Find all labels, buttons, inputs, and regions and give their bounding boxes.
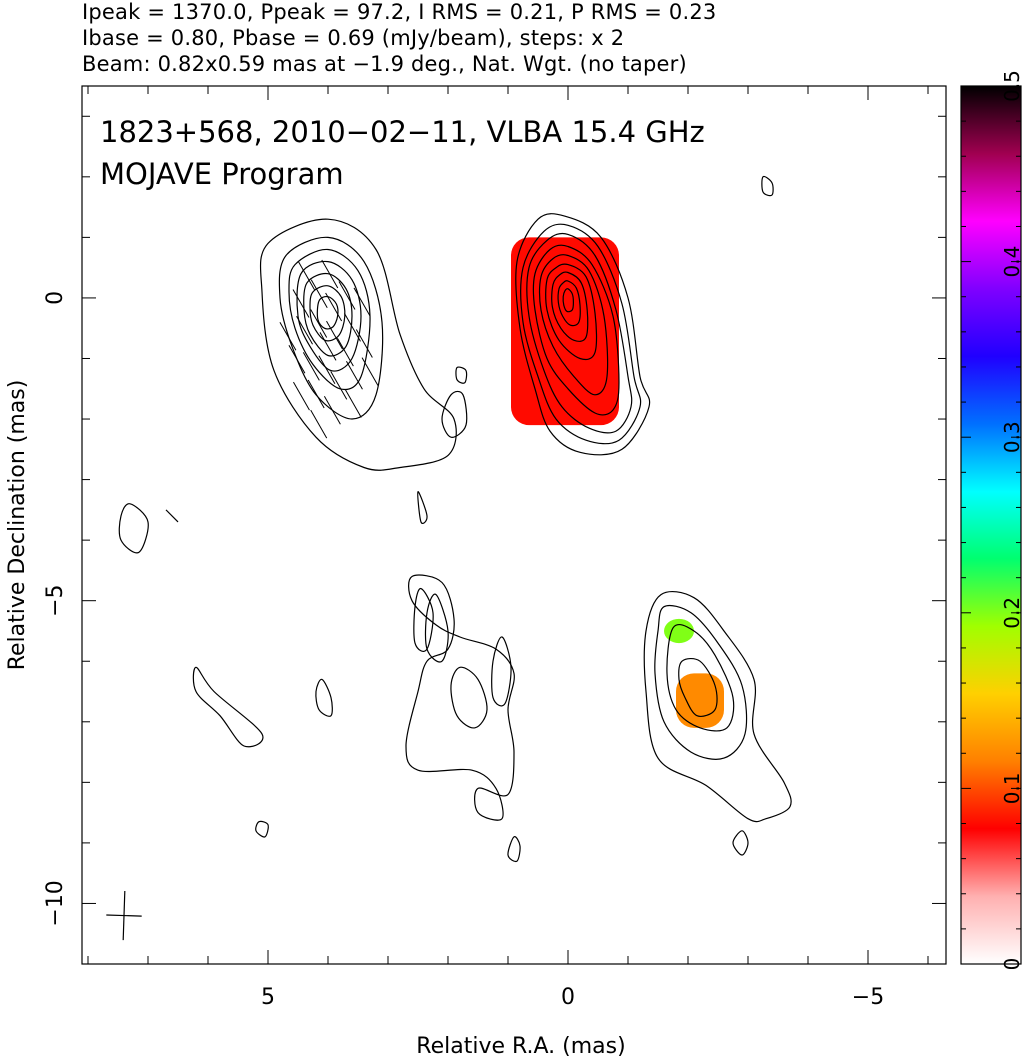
evpa-tick: [298, 261, 315, 290]
evpa-tick: [302, 352, 320, 381]
stokes-i-contour-17: [315, 678, 333, 717]
stokes-i-contour-7: [441, 390, 468, 438]
y-tick-label: 0: [43, 291, 68, 305]
polarization-contour-9: [761, 175, 774, 197]
polarization-contour-11: [654, 604, 748, 760]
polarized-region-0: [511, 237, 619, 426]
evpa-tick: [292, 289, 310, 318]
stokes-i-contour-1: [278, 236, 384, 420]
polarization-contour-4: [538, 254, 609, 396]
polarization-contour-1: [520, 223, 642, 445]
stokes-i-contour-5: [309, 285, 346, 342]
polarized-region-1: [676, 673, 724, 728]
stokes-i-contour-16: [192, 666, 264, 748]
evpa-tick: [325, 292, 343, 322]
polarization-contour-2: [526, 232, 633, 434]
polarization-contour-8: [562, 288, 575, 313]
polarization-contour-0: [515, 213, 651, 456]
y-axis-label: Relative Declination (mas): [5, 380, 30, 671]
evpa-tick: [344, 313, 361, 342]
stokes-i-contour-8: [455, 366, 468, 384]
x-tick-labels: 5 0 −5: [261, 985, 884, 1010]
stokes-i-contour-3: [296, 260, 362, 372]
stokes-i-contour-18: [255, 820, 269, 838]
colorbar-tick-label: 0.2: [1000, 597, 1022, 629]
polarized-region-2: [664, 618, 694, 644]
evpa-tick: [310, 279, 328, 309]
stokes-i-contour-4: [303, 272, 353, 357]
evpa-tick: [338, 281, 356, 310]
evpa-tick: [279, 321, 297, 351]
evpa-tick: [323, 395, 341, 425]
axis-ticks: [82, 86, 946, 964]
evpa-tick: [326, 320, 343, 350]
x-axis-label: Relative R.A. (mas): [416, 1034, 625, 1059]
colorbar-ticks: 0 0.1 0.2 0.3 0.4 0.5: [961, 70, 1022, 970]
polarization-contour-12: [666, 623, 735, 732]
evpa-tick: [353, 287, 371, 317]
chart-subtitle: MOJAVE Program: [100, 157, 344, 191]
evpa-tick: [330, 371, 348, 400]
evpa-tick: [336, 337, 354, 367]
colorbar-tick-label: 0: [1000, 958, 1022, 971]
polarization-contour-3: [532, 244, 620, 416]
evpa-tick: [310, 409, 328, 439]
colorbar-tick-label: 0.4: [1000, 246, 1022, 278]
evpa-tick: [307, 379, 325, 409]
stokes-i-contour-9: [118, 503, 149, 554]
colorbar-tick-label: 0.3: [1000, 421, 1022, 453]
evpa-tick: [355, 329, 373, 358]
polarization-contour-6: [551, 271, 589, 342]
stokes-i-contour-20: [165, 509, 179, 523]
polarization-contour-10: [643, 590, 792, 823]
polarization-pixels: [511, 237, 724, 728]
contour-layer: [118, 175, 792, 863]
evpa-tick: [361, 357, 379, 386]
chart-title: 1823+568, 2010−02−11, VLBA 15.4 GHz: [100, 115, 705, 149]
evpa-tick: [318, 355, 336, 385]
x-tick-label: 5: [261, 985, 275, 1010]
stokes-i-contour-15: [417, 491, 428, 525]
evpa-tick: [296, 315, 313, 345]
stokes-i-contour-0: [259, 218, 457, 471]
stokes-i-contour-6: [316, 295, 339, 330]
polarization-contour-14: [732, 830, 749, 856]
y-tick-label: −5: [43, 584, 68, 616]
colorbar-tick-label: 0.5: [1000, 70, 1022, 102]
header-stats-line: Ipeak = 1370.0, Ppeak = 97.2, I RMS = 0.…: [82, 0, 717, 24]
y-tick-label: −10: [43, 880, 68, 926]
stokes-i-contour-10: [413, 588, 434, 652]
x-tick-label: 0: [561, 985, 575, 1010]
beam-minor-axis: [106, 914, 142, 917]
stokes-i-contour-12: [424, 593, 449, 663]
polarization-contour-7: [557, 280, 581, 327]
evpa-tick: [288, 344, 306, 374]
beam-marker: [106, 890, 142, 941]
y-tick-labels: 0 −5 −10: [43, 291, 68, 927]
header-base-line: Ibase = 0.80, Pbase = 0.69 (mJy/beam), s…: [82, 26, 625, 50]
polarization-contour-5: [545, 263, 598, 361]
stokes-i-contour-14: [491, 636, 512, 707]
header-beam-line: Beam: 0.82x0.59 mas at −1.9 deg., Nat. W…: [82, 52, 687, 76]
stokes-i-contour-11: [405, 574, 515, 821]
x-tick-label: −5: [852, 985, 884, 1010]
colorbar-tick-label: 0.1: [1000, 772, 1022, 804]
evpa-tick: [346, 361, 363, 390]
evpa-tick: [310, 309, 328, 338]
stokes-i-contour-2: [288, 248, 371, 391]
polarization-contour-13: [678, 657, 718, 717]
colorbar: [960, 85, 1022, 965]
plot-frame: [81, 85, 947, 965]
evpa-tick: [293, 381, 310, 411]
stokes-i-contour-13: [450, 666, 488, 729]
evpa-tick: [321, 259, 339, 289]
evpa-tick: [319, 332, 337, 361]
evpa-tick: [344, 389, 362, 418]
stokes-i-contour-19: [507, 835, 521, 863]
